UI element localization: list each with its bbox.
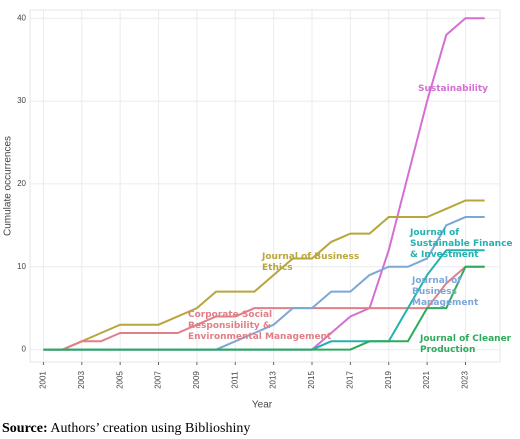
source-note: Source: Authors’ creation using Bibliosh… xyxy=(2,421,250,437)
x-tick-label: 2011 xyxy=(230,371,239,389)
y-tick-label: 10 xyxy=(17,262,26,271)
x-tick-label: 2023 xyxy=(461,371,470,389)
y-axis-label: Cumulate occurrences xyxy=(3,136,14,236)
x-tick-label: 2007 xyxy=(154,371,163,389)
series-line xyxy=(43,265,485,351)
source-label: Source: xyxy=(2,421,48,436)
series-label: Journal of Business Management xyxy=(412,276,479,308)
x-tick-label: 2019 xyxy=(384,371,393,389)
x-tick-label: 2001 xyxy=(39,371,48,389)
y-tick-label: 20 xyxy=(17,179,26,188)
series-label: Journal of Cleaner Production xyxy=(420,334,512,355)
x-tick-label: 2015 xyxy=(307,371,316,389)
series-label: Journal of Business Ethics xyxy=(262,252,360,273)
source-text: Authors’ creation using Biblioshiny xyxy=(50,421,251,436)
series-label: Corporate Social Responsibility & Enviro… xyxy=(188,310,332,342)
x-tick-label: 2005 xyxy=(115,371,124,389)
x-tick-label: 2009 xyxy=(192,371,201,389)
y-tick-label: 0 xyxy=(22,345,27,354)
series-label: Sustainability xyxy=(418,84,489,94)
x-tick-label: 2021 xyxy=(422,371,431,389)
y-tick-label: 30 xyxy=(17,96,26,105)
x-tick-label: 2013 xyxy=(269,371,278,389)
series-line xyxy=(43,265,485,351)
plot-background xyxy=(29,9,501,363)
x-axis-label: Year xyxy=(252,400,273,411)
series-line xyxy=(43,199,485,351)
y-tick-label: 40 xyxy=(17,13,26,22)
series-label: Journal of Sustainable Finance & Investm… xyxy=(410,228,513,260)
chart: Year Cumulate occurrences 0 10 20 30 40 2001 2… xyxy=(3,9,501,411)
x-tick-label: 2017 xyxy=(345,371,354,389)
x-tick-label: 2003 xyxy=(77,371,86,389)
